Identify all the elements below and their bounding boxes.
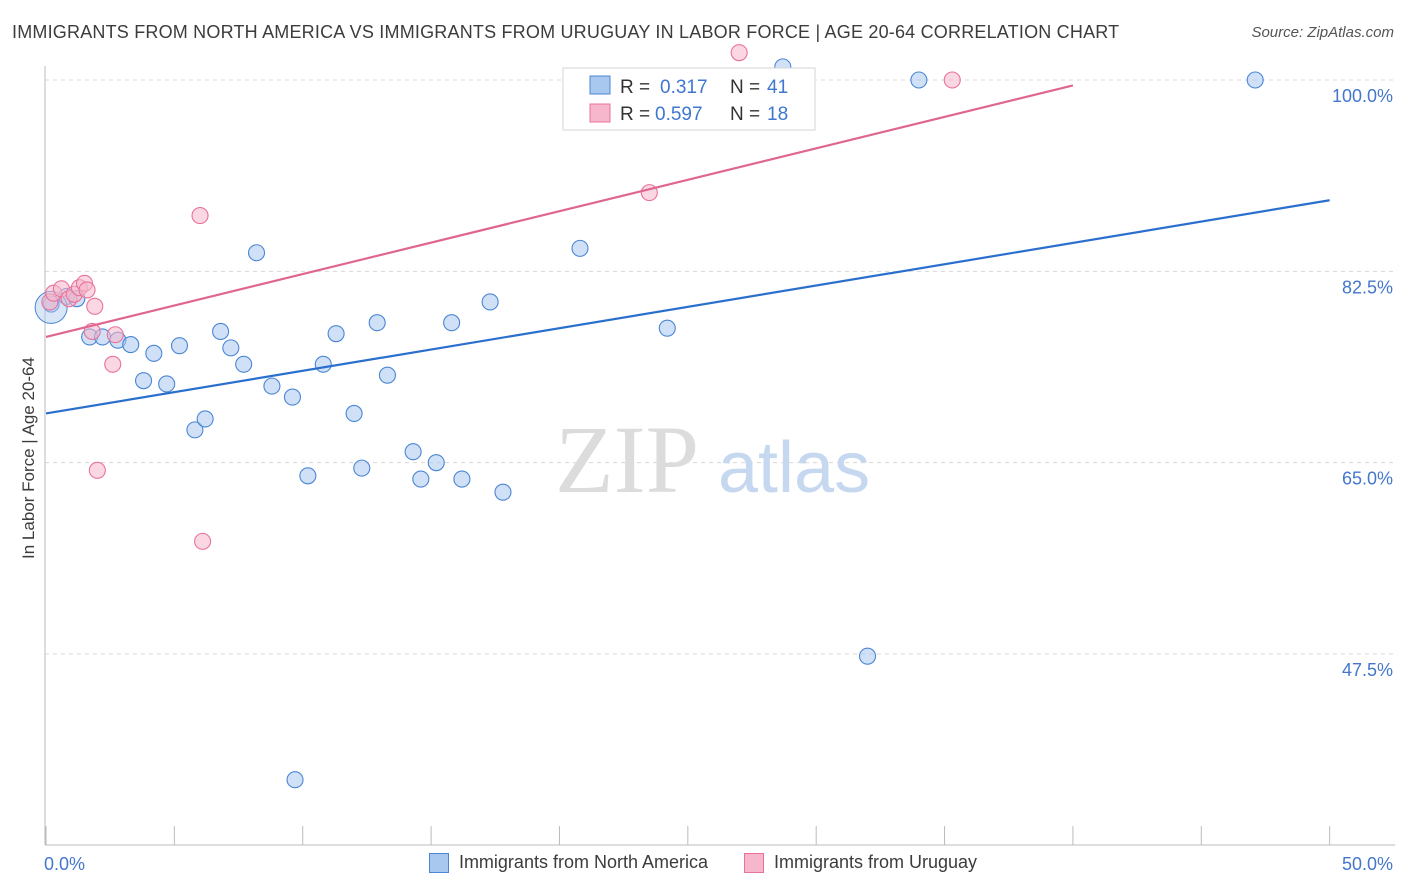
trend-lines <box>45 84 1330 415</box>
legend-item-uruguay: Immigrants from Uruguay <box>744 852 977 873</box>
point-north-america <box>412 470 430 488</box>
x-tick-label-min: 0.0% <box>44 854 85 874</box>
point-north-america <box>122 336 140 354</box>
legend-r-value-blue: 0.317 <box>660 77 708 98</box>
point-north-america <box>910 71 928 89</box>
point-north-america <box>378 366 396 384</box>
trend-line-uruguay <box>45 84 1074 339</box>
legend-swatch-pink <box>589 103 611 123</box>
point-uruguay <box>88 461 106 479</box>
point-north-america <box>299 467 317 485</box>
point-north-america <box>283 388 302 406</box>
point-north-america <box>212 322 230 341</box>
series-uruguay-points <box>41 44 961 550</box>
correlation-legend: R = 0.317 N = 41 R = 0.597 N = 18 <box>562 67 816 131</box>
point-uruguay <box>104 355 122 373</box>
source-label: Source: ZipAtlas.com <box>1251 24 1394 41</box>
point-north-america <box>186 421 204 439</box>
point-north-america <box>427 454 445 472</box>
point-north-america <box>135 372 153 390</box>
point-north-america <box>443 314 461 332</box>
point-north-america <box>494 483 512 501</box>
point-uruguay <box>943 71 961 89</box>
point-north-america <box>658 319 676 337</box>
point-north-america <box>235 355 253 373</box>
point-north-america <box>353 459 371 477</box>
y-axis-label: In Labor Force | Age 20-64 <box>19 357 38 559</box>
point-north-america <box>368 314 386 332</box>
point-uruguay <box>86 297 104 315</box>
legend-n-value-pink: 18 <box>767 104 788 125</box>
legend-n-label-pink: N = <box>730 104 760 125</box>
point-uruguay <box>106 326 124 344</box>
point-north-america <box>170 337 189 355</box>
point-north-america <box>247 244 266 262</box>
point-uruguay <box>191 207 209 225</box>
legend-item-north-america: Immigrants from North America <box>428 852 708 873</box>
point-north-america <box>222 339 240 357</box>
point-north-america <box>404 443 422 461</box>
legend-label-north-america: Immigrants from North America <box>458 852 708 872</box>
point-north-america <box>327 325 345 343</box>
watermark-zip: ZIP <box>555 406 699 513</box>
tick-labels: 47.5% 65.0% 82.5% 100.0% 0.0% 50.0% <box>44 86 1393 874</box>
y-tick-label: 47.5% <box>1342 660 1393 680</box>
x-tick-label-max: 50.0% <box>1342 854 1393 874</box>
point-north-america <box>345 404 363 423</box>
legend-n-value-blue: 41 <box>767 77 788 98</box>
watermark: ZIP atlas <box>555 406 870 513</box>
y-tick-label: 65.0% <box>1342 469 1393 489</box>
axes <box>44 66 1395 846</box>
watermark-atlas: atlas <box>718 428 870 508</box>
y-tick-label: 100.0% <box>1332 86 1393 106</box>
point-north-america <box>571 239 589 257</box>
y-tick-label: 82.5% <box>1342 277 1393 297</box>
point-north-america <box>858 647 877 665</box>
legend-r-label-pink: R = <box>620 104 650 125</box>
point-north-america <box>286 771 304 789</box>
legend-swatch-blue <box>589 75 611 95</box>
point-north-america <box>314 355 332 373</box>
legend-r-value-pink: 0.597 <box>655 104 703 125</box>
point-north-america <box>453 470 471 488</box>
legend-swatch-uruguay <box>744 852 764 873</box>
series-legend: Immigrants from North America Immigrants… <box>0 852 1406 873</box>
point-north-america <box>1246 71 1264 89</box>
legend-r-label-blue: R = <box>620 77 650 98</box>
point-north-america <box>263 377 281 395</box>
legend-label-uruguay: Immigrants from Uruguay <box>774 852 978 872</box>
point-uruguay <box>78 281 96 299</box>
point-north-america <box>196 410 214 428</box>
legend-n-label-blue: N = <box>730 77 760 98</box>
point-north-america <box>145 344 163 362</box>
point-north-america <box>481 293 499 311</box>
point-north-america <box>158 375 176 393</box>
point-uruguay <box>194 532 212 550</box>
chart-title: IMMIGRANTS FROM NORTH AMERICA VS IMMIGRA… <box>12 22 1120 42</box>
point-uruguay <box>730 44 748 62</box>
trend-line-north-america <box>45 199 1330 415</box>
legend-swatch-north-america <box>428 852 449 873</box>
